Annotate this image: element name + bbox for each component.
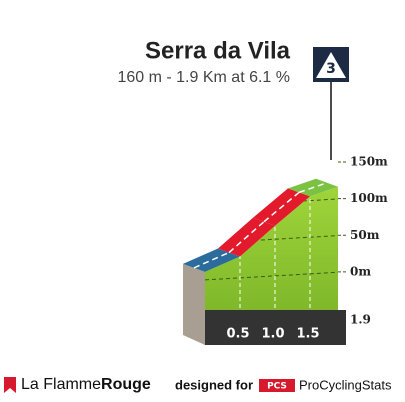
pcs-badge-bg: [259, 379, 295, 392]
footer: La FlammeRouge designed for PCS ProCycli…: [4, 376, 392, 393]
pcs-name: ProCyclingStats: [299, 377, 392, 392]
category-number: 3: [326, 61, 336, 77]
x-tick-label: 1.9: [350, 313, 371, 327]
climb-title: Serra da Vila: [145, 37, 291, 64]
x-tick-label: 0.5: [226, 327, 249, 342]
segment-dash: [228, 221, 265, 254]
category-triangle: [316, 52, 346, 78]
grid-line: [205, 271, 338, 281]
y-tick-label: 50m: [350, 228, 380, 242]
segment-dash: [263, 191, 300, 223]
side-face: [183, 263, 205, 345]
brand-name: La FlammeRouge: [21, 376, 151, 393]
y-tick-label: 0m: [350, 264, 371, 278]
base-band: [205, 310, 346, 345]
x-tick-label: 1.0: [261, 327, 284, 342]
climb-subtitle: 160 m - 1.9 Km at 6.1 %: [117, 69, 290, 86]
y-tick-label: 150m: [350, 154, 388, 168]
brand-logo: [4, 377, 16, 393]
segment-dash: [298, 182, 328, 194]
pcs-badge: PCS: [267, 382, 287, 392]
x-tick-label: 1.5: [296, 327, 319, 342]
brand-bold: Rouge: [101, 376, 151, 393]
y-tick-label: 100m: [350, 191, 388, 205]
designed-for: designed for: [175, 377, 253, 392]
brand-light: La Flamme: [21, 376, 101, 393]
plot: 0m50m100m150m4.28.48.03.30.51.01.51.9: [183, 154, 388, 345]
front-face: [205, 186, 338, 310]
segment-dash: [193, 251, 230, 269]
grid-line: [205, 162, 344, 170]
